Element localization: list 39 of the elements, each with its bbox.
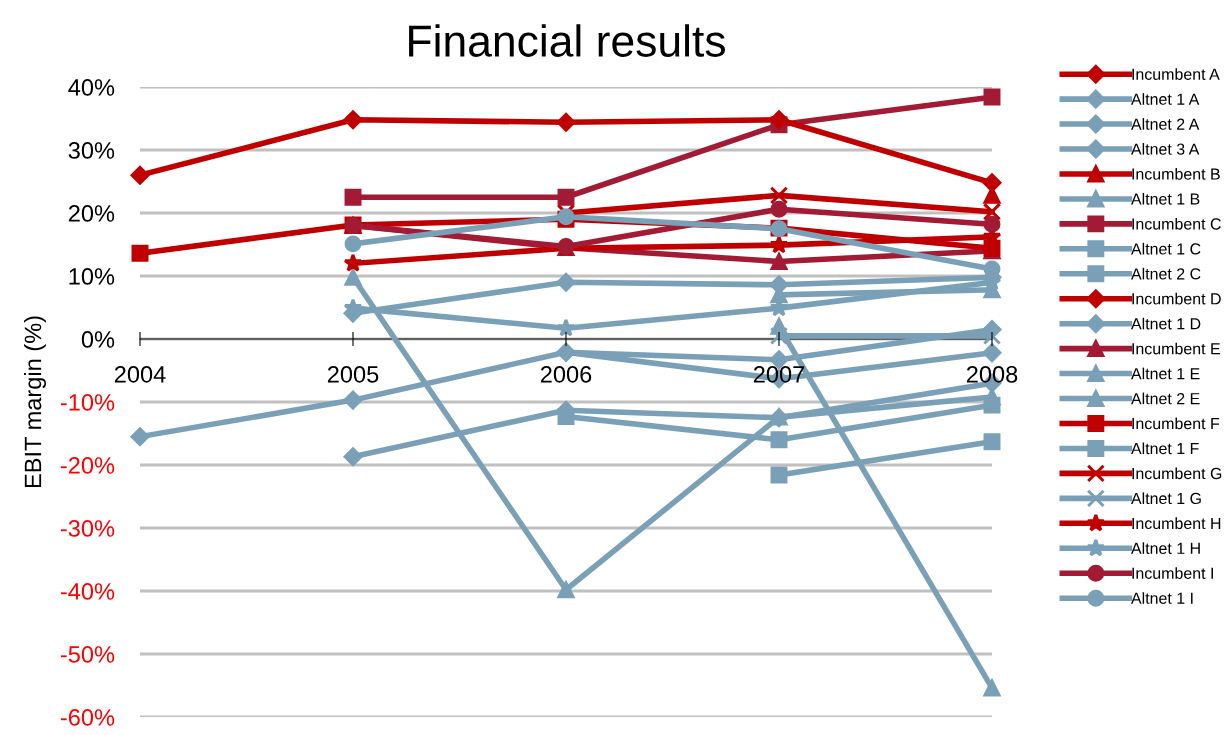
y-tick-label: -60% bbox=[60, 709, 115, 726]
y-tick-label: -30% bbox=[60, 520, 115, 537]
y-tick-label: 30% bbox=[68, 142, 115, 159]
legend-label: Altnet 1 H bbox=[1131, 542, 1200, 554]
legend-label: Incumbent C bbox=[1132, 217, 1221, 230]
chart-title: Financial results bbox=[409, 24, 725, 57]
x-tick-label: 2004 bbox=[114, 366, 166, 383]
legend-label: Incumbent F bbox=[1132, 417, 1220, 430]
legend-label: Altnet 1 A bbox=[1131, 93, 1200, 105]
legend-label: Incumbent G bbox=[1132, 467, 1222, 480]
legend-label: Altnet 1 I bbox=[1131, 592, 1193, 604]
legend-label: Altnet 2 E bbox=[1131, 392, 1200, 405]
legend-label: Incumbent D bbox=[1132, 292, 1221, 305]
legend-label: Altnet 2 A bbox=[1131, 118, 1200, 130]
legend-label: Altnet 3 A bbox=[1131, 143, 1200, 155]
y-tick-label: 10% bbox=[69, 268, 115, 285]
legend-label: Altnet 1 D bbox=[1131, 317, 1201, 330]
legend-label: Altnet 1 E bbox=[1131, 367, 1200, 380]
y-tick-label: 40% bbox=[68, 79, 115, 96]
legend-label: Incumbent B bbox=[1132, 168, 1220, 180]
x-tick-label: 2005 bbox=[327, 366, 379, 383]
legend-label: Incumbent H bbox=[1132, 517, 1221, 530]
y-tick-label: -40% bbox=[60, 583, 115, 600]
legend-label: Altnet 1 F bbox=[1131, 442, 1199, 455]
y-tick-label: 0% bbox=[81, 331, 115, 348]
y-tick-label: -10% bbox=[60, 394, 115, 411]
legend-label: Altnet 2 C bbox=[1131, 267, 1201, 280]
legend-label: Incumbent I bbox=[1132, 567, 1213, 579]
y-tick-label: 20% bbox=[68, 205, 115, 222]
legend-label: Altnet 1 C bbox=[1131, 242, 1201, 255]
legend-label: Altnet 1 B bbox=[1131, 192, 1200, 205]
legend-label: Altnet 1 G bbox=[1131, 492, 1201, 505]
legend-label: Incumbent A bbox=[1132, 68, 1220, 80]
y-axis-title: EBIT margin (%) bbox=[23, 316, 46, 488]
legend-label: Incumbent E bbox=[1132, 342, 1220, 355]
y-tick-label: -20% bbox=[60, 457, 115, 474]
x-tick-label: 2006 bbox=[540, 366, 592, 383]
y-tick-label: -50% bbox=[60, 646, 115, 663]
x-tick-label: 2008 bbox=[966, 366, 1018, 383]
